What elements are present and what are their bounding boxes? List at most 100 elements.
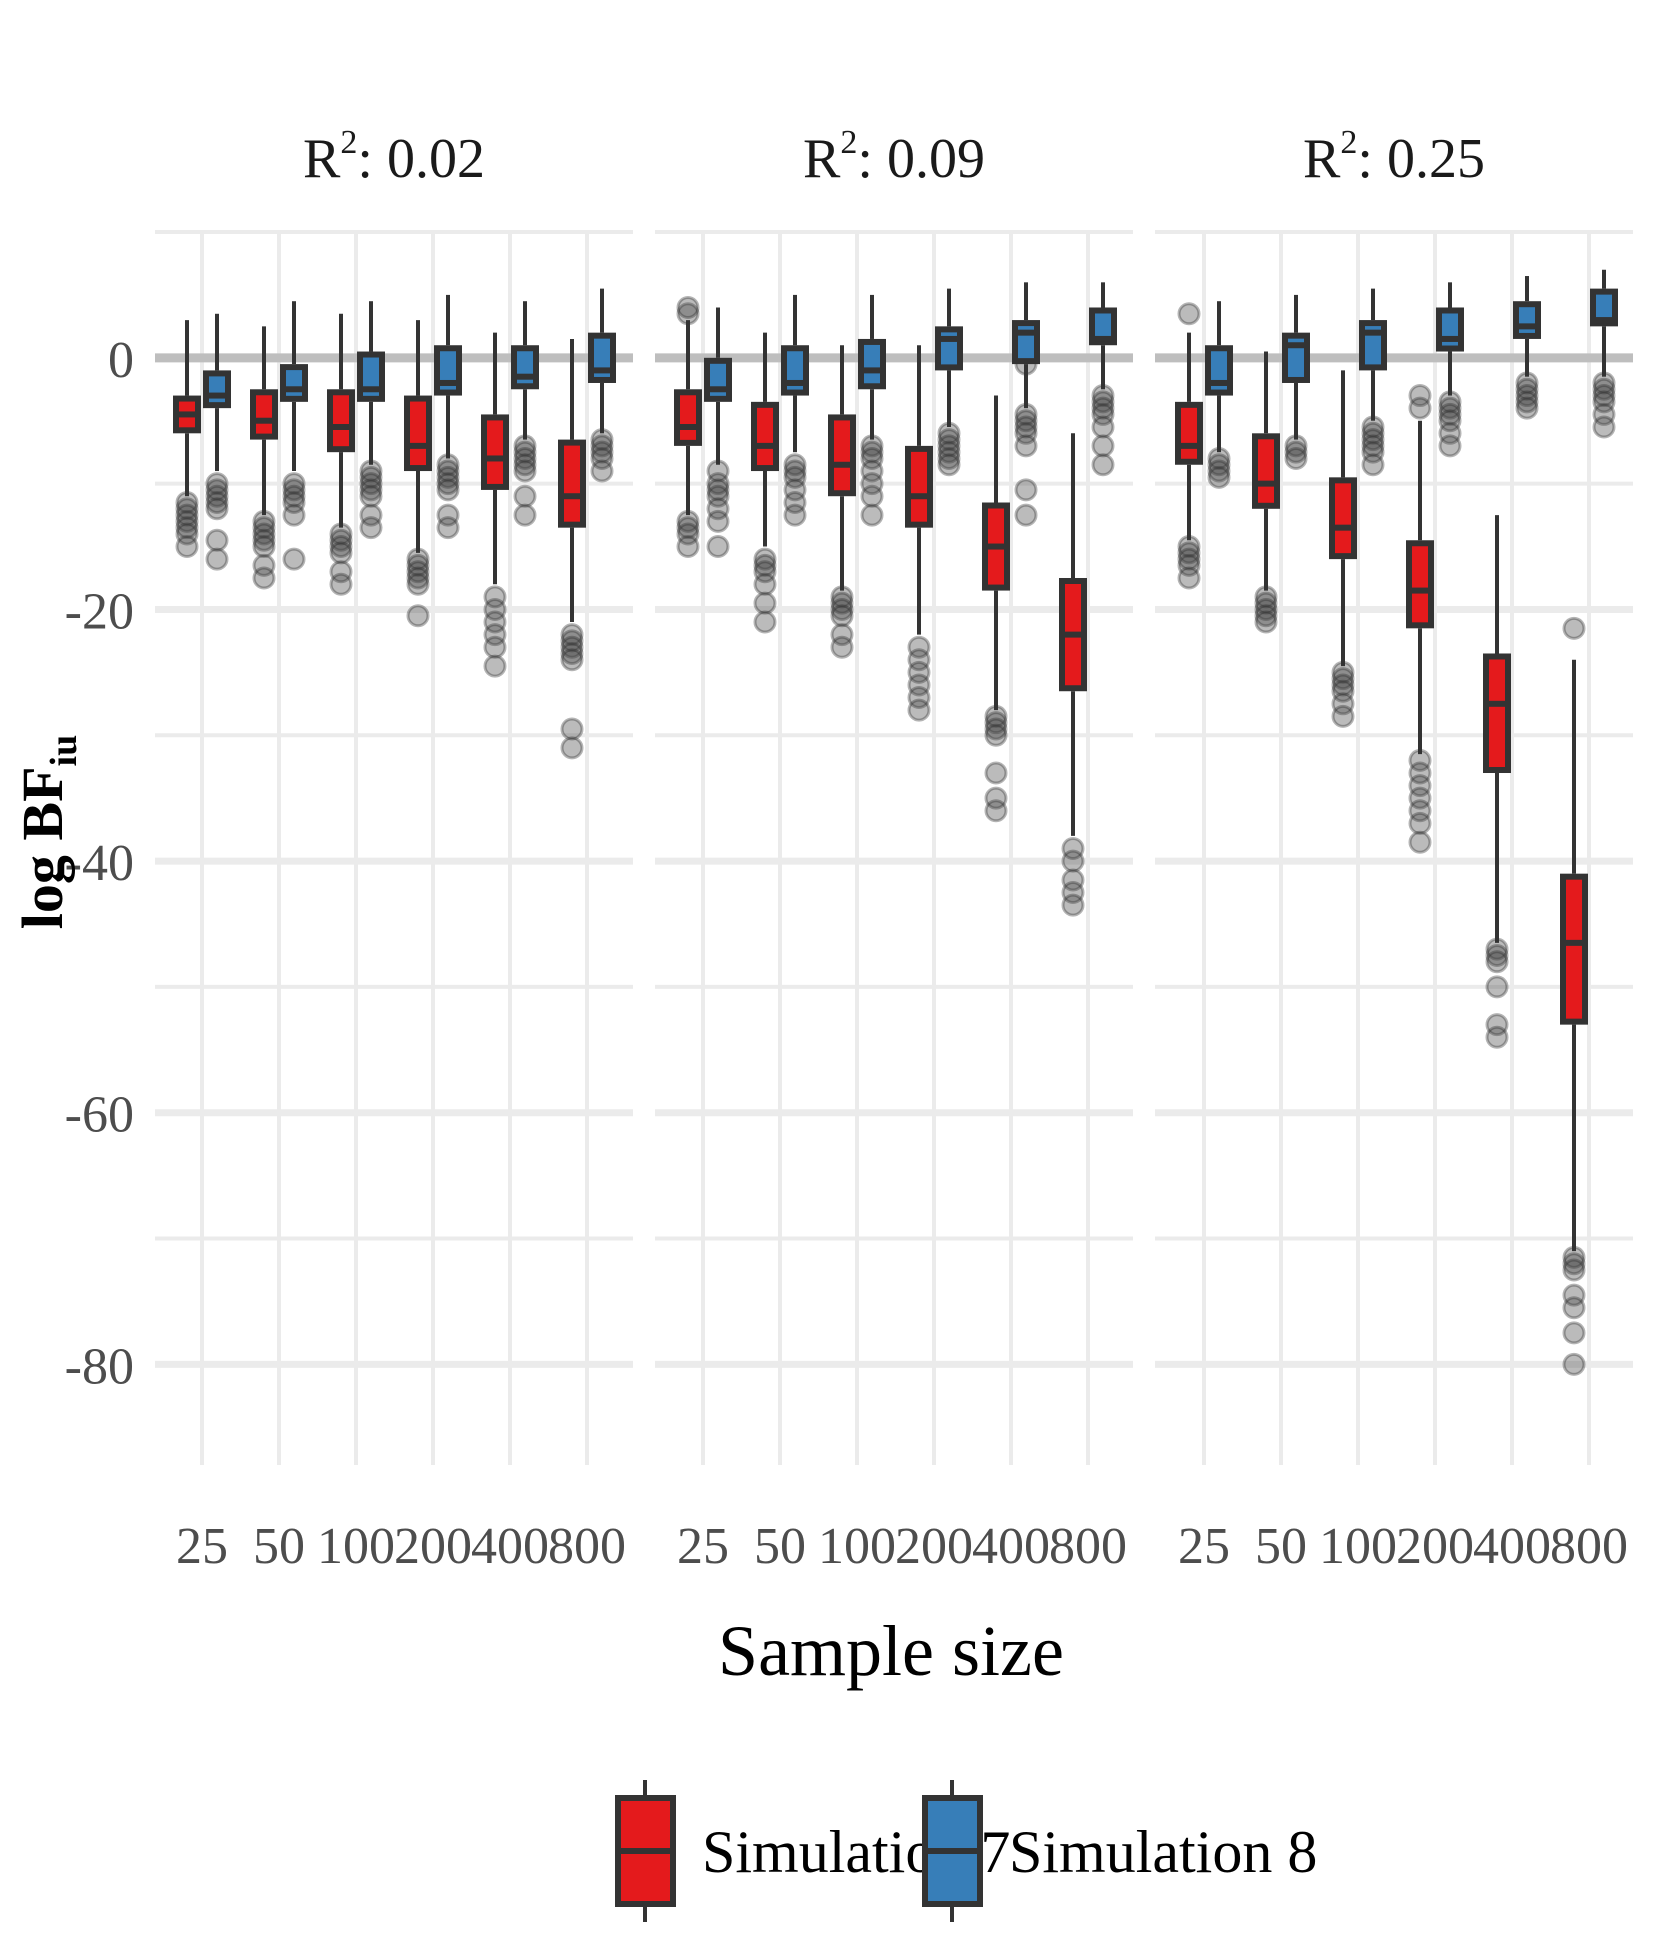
outlier-point xyxy=(830,597,854,621)
outlier-point xyxy=(513,453,537,477)
outlier-point xyxy=(1592,390,1616,414)
box-simulation-7-200 xyxy=(1406,384,1434,854)
box-simulation-7-50 xyxy=(751,332,779,634)
x-tick-label: 400 xyxy=(471,1518,549,1575)
outlier-point xyxy=(1331,667,1355,691)
y-tick-label: -20 xyxy=(65,583,134,640)
outlier-point xyxy=(560,648,584,672)
outlier-point xyxy=(560,635,584,659)
outlier-point xyxy=(860,446,884,470)
outlier-point xyxy=(1061,881,1085,905)
box-simulation-8-400 xyxy=(511,301,539,527)
x-tick-label: 200 xyxy=(1396,1518,1474,1575)
outlier-point xyxy=(1254,610,1278,634)
outlier-point xyxy=(1408,786,1432,810)
outlier-point xyxy=(1485,1013,1509,1037)
box-simulation-7-25 xyxy=(173,320,201,559)
x-axis-title: Sample size xyxy=(718,1611,1064,1691)
box-simulation-7-50 xyxy=(1252,351,1280,634)
outlier-point xyxy=(1515,396,1539,420)
x-tick-label: 50 xyxy=(754,1518,806,1575)
x-tick-label: 100 xyxy=(818,1518,896,1575)
outlier-point xyxy=(1562,616,1586,640)
outlier-point xyxy=(676,295,700,319)
outlier-point xyxy=(1438,402,1462,426)
outlier-point xyxy=(1408,774,1432,798)
box-simulation-8-800 xyxy=(1089,282,1117,477)
x-tick-label: 200 xyxy=(394,1518,472,1575)
outlier-point xyxy=(706,497,730,521)
outlier-point xyxy=(860,459,884,483)
outlier-point xyxy=(783,459,807,483)
outlier-point xyxy=(483,610,507,634)
outlier-point xyxy=(1408,761,1432,785)
x-tick-label: 100 xyxy=(317,1518,395,1575)
outlier-point xyxy=(1592,384,1616,408)
outlier-point xyxy=(1438,434,1462,458)
outlier-point xyxy=(676,535,700,559)
box-fill xyxy=(333,395,349,447)
y-axis-title: log BFiu xyxy=(10,735,85,929)
strip-label-symbol: R xyxy=(1303,128,1341,190)
outlier-point xyxy=(1515,377,1539,401)
box-fill xyxy=(410,401,426,466)
outlier-point xyxy=(205,478,229,502)
outlier-point xyxy=(282,491,306,515)
outlier-point xyxy=(1438,421,1462,445)
strip-label-superscript: 2 xyxy=(840,124,857,161)
outlier-point xyxy=(329,572,353,596)
outlier-point xyxy=(984,761,1008,785)
box-fill xyxy=(1181,407,1197,459)
box-simulation-8-200 xyxy=(434,294,462,540)
box-simulation-8-25 xyxy=(704,307,732,559)
outlier-point xyxy=(483,597,507,621)
outlier-point xyxy=(205,484,229,508)
outlier-point xyxy=(513,484,537,508)
outlier-point xyxy=(175,522,199,546)
outlier-point xyxy=(937,453,961,477)
outlier-point xyxy=(937,440,961,464)
facet-panel-3: R2: 0.25 25 50 100 200 400 800 xyxy=(1155,124,1633,1575)
box-simulation-8-50 xyxy=(781,294,809,527)
outlier-point xyxy=(1485,1025,1509,1049)
box-fill xyxy=(757,407,773,466)
outlier-point xyxy=(282,547,306,571)
outlier-point xyxy=(483,623,507,647)
outlier-point xyxy=(753,547,777,571)
outlier-point xyxy=(329,528,353,552)
outlier-point xyxy=(1014,478,1038,502)
outlier-point xyxy=(1061,893,1085,917)
box-fill xyxy=(1288,338,1304,377)
outlier-point xyxy=(513,503,537,527)
facet-panel-1: R2: 0.02 25 50 100 200 400 800 xyxy=(155,124,633,1575)
facet-strip-label: R2: 0.09 xyxy=(803,124,985,190)
box-fill xyxy=(564,445,580,522)
outlier-point xyxy=(1408,811,1432,835)
outlier-point xyxy=(1592,402,1616,426)
outlier-point xyxy=(590,434,614,458)
x-tick-label: 800 xyxy=(548,1518,626,1575)
y-tick-label: 0 xyxy=(108,332,134,389)
facet-strip-label: R2: 0.25 xyxy=(1303,124,1485,190)
box-simulation-7-800 xyxy=(1059,433,1087,917)
outlier-point xyxy=(1562,1252,1586,1276)
outlier-point xyxy=(1207,453,1231,477)
outlier-point xyxy=(1254,604,1278,628)
outlier-point xyxy=(1014,415,1038,439)
outlier-point xyxy=(937,428,961,452)
x-tick-label: 400 xyxy=(1473,1518,1551,1575)
outlier-point xyxy=(252,516,276,540)
outlier-point xyxy=(359,465,383,489)
x-tick-label: 25 xyxy=(176,1518,228,1575)
outlier-point xyxy=(205,472,229,496)
outlier-point xyxy=(1331,673,1355,697)
outlier-point xyxy=(1515,384,1539,408)
outlier-point xyxy=(830,623,854,647)
box-simulation-7-100 xyxy=(828,345,856,659)
outlier-point xyxy=(252,566,276,590)
outlier-point xyxy=(252,553,276,577)
outlier-point xyxy=(1562,1352,1586,1376)
x-tick-label: 200 xyxy=(895,1518,973,1575)
box-fill xyxy=(487,420,503,484)
